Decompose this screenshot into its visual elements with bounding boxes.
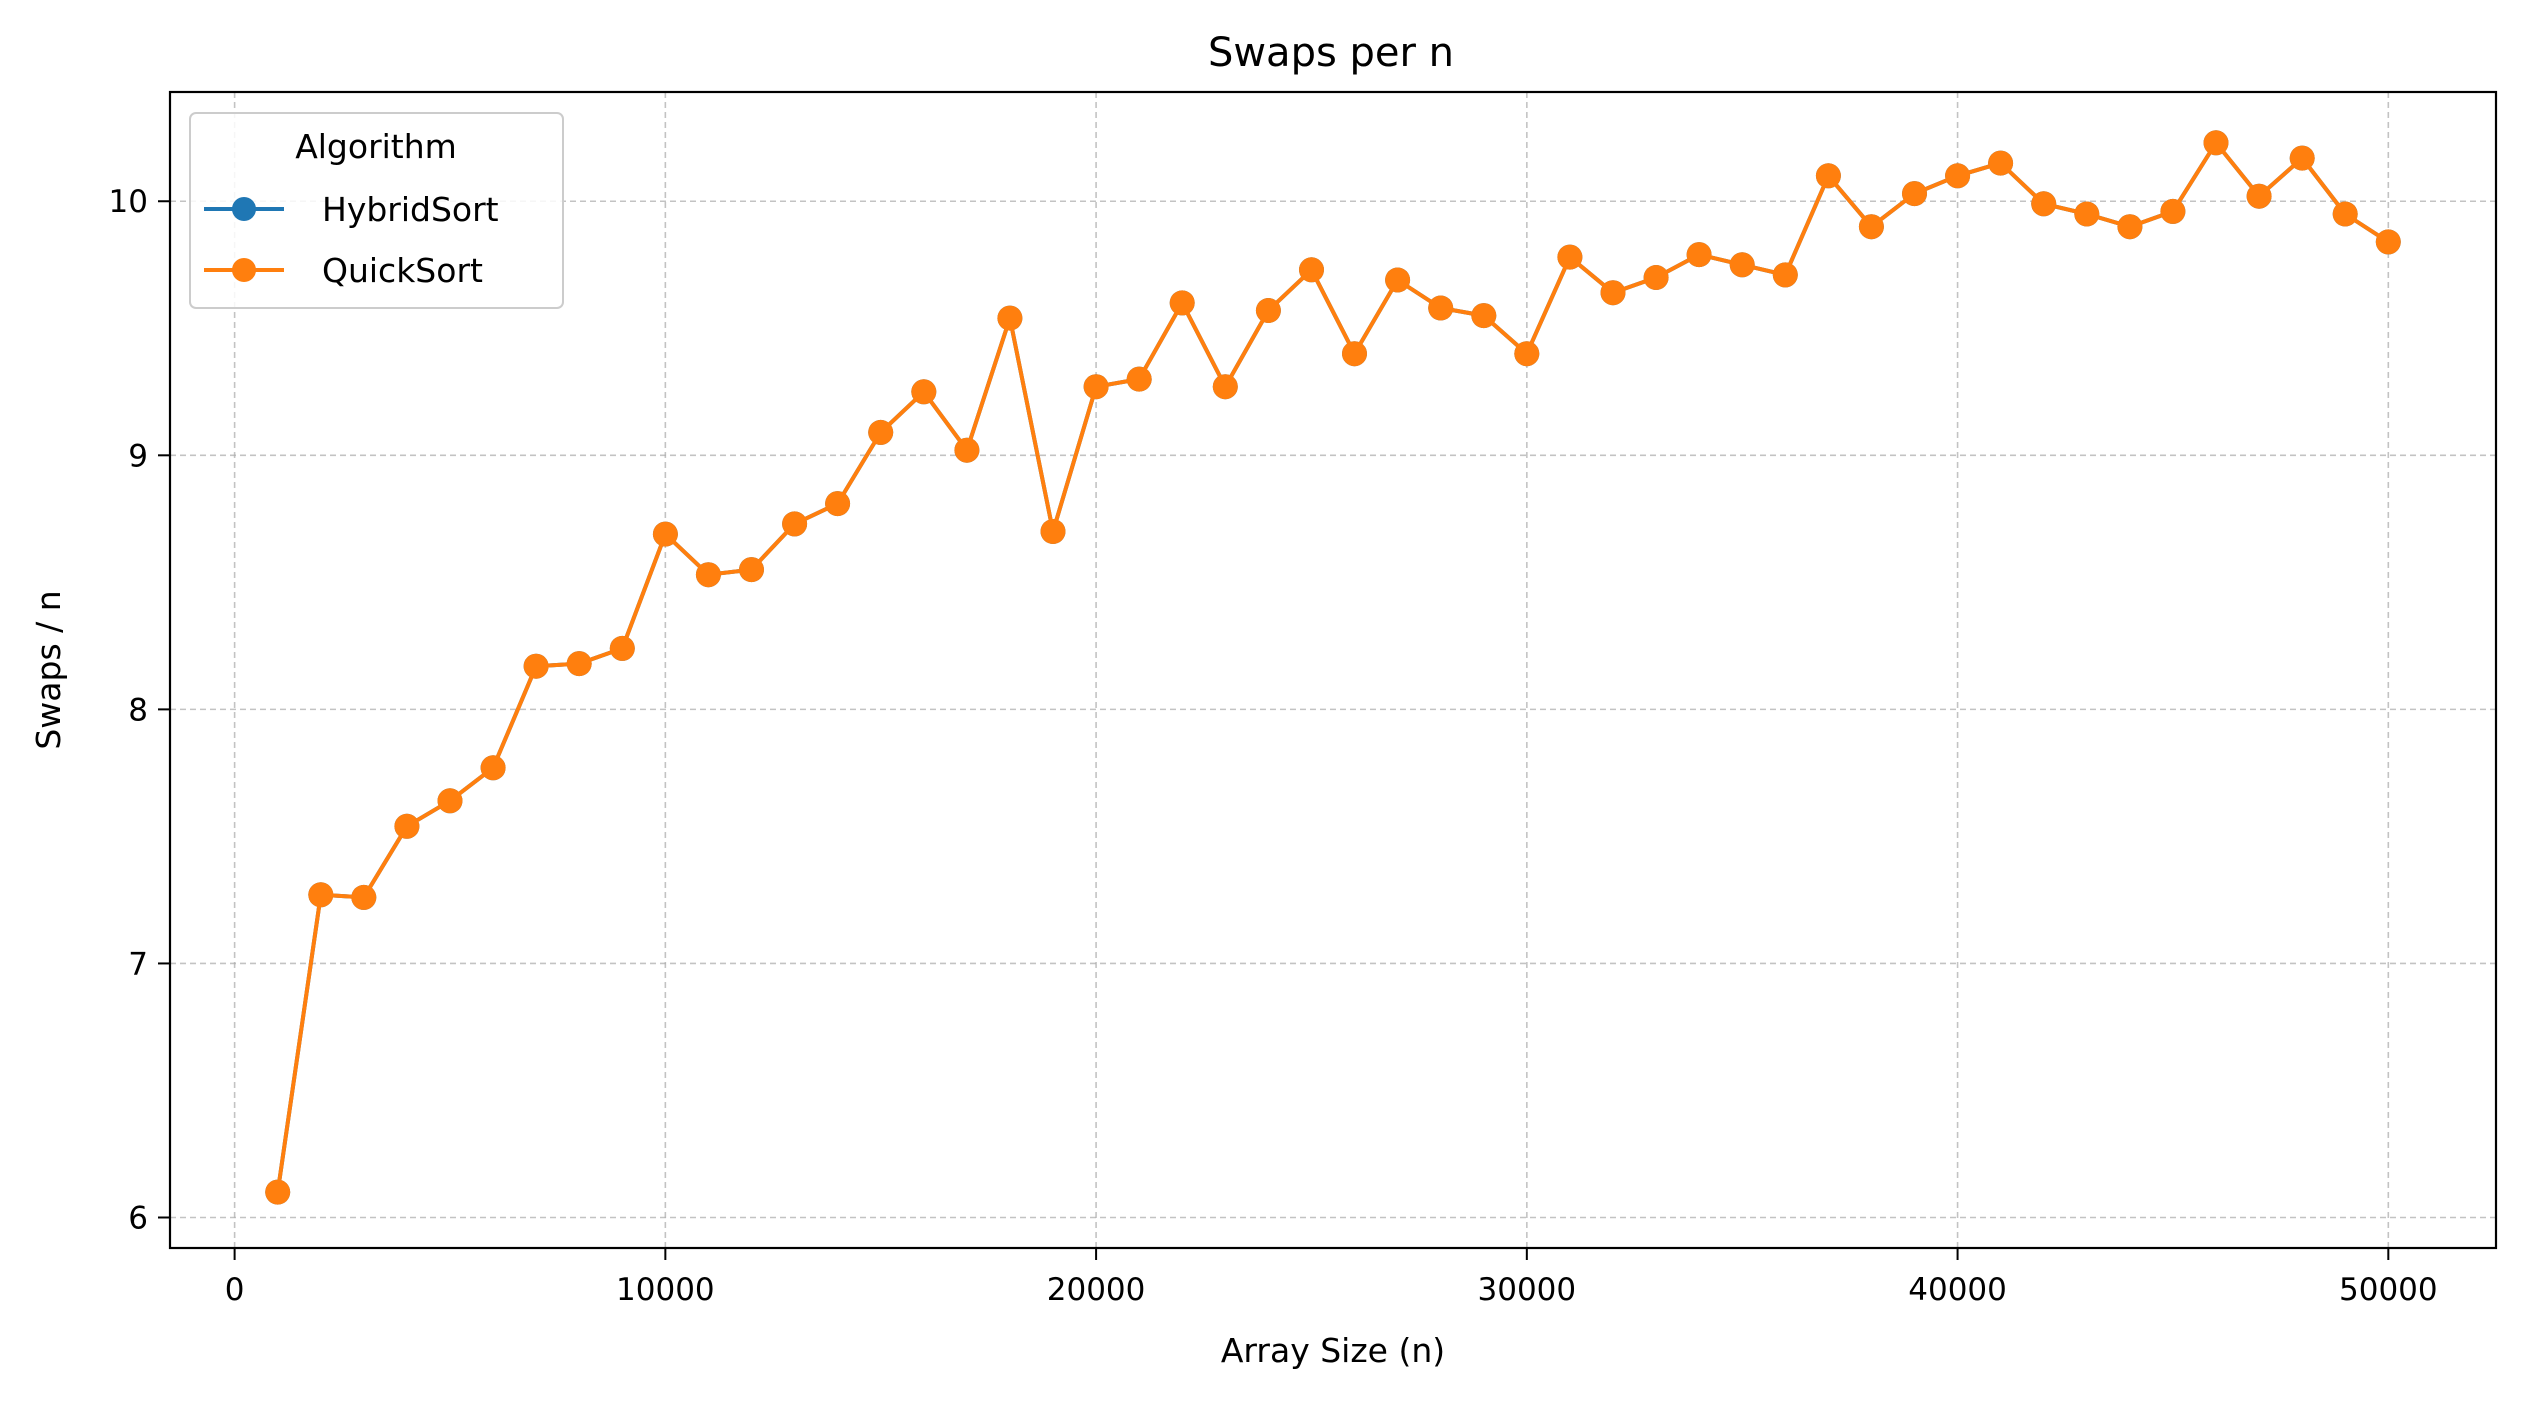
data-point-quicksort <box>911 379 937 405</box>
data-point-quicksort <box>695 562 721 588</box>
data-point-quicksort <box>566 651 592 677</box>
data-point-quicksort <box>2031 191 2057 217</box>
x-tick-label: 30000 <box>1478 1272 1577 1308</box>
data-point-quicksort <box>609 635 635 661</box>
legend-label-quicksort: QuickSort <box>322 251 483 290</box>
x-tick-label: 40000 <box>1908 1272 2007 1308</box>
data-point-quicksort <box>480 755 506 781</box>
legend-marker-hybridsort <box>232 197 256 221</box>
data-point-quicksort <box>2160 198 2186 224</box>
data-point-quicksort <box>1471 303 1497 329</box>
data-point-quicksort <box>1299 257 1324 283</box>
plot-frame <box>168 90 2498 1250</box>
data-point-quicksort <box>868 419 894 445</box>
data-point-quicksort <box>1643 265 1669 290</box>
data-point-quicksort <box>1945 163 1971 189</box>
data-point-quicksort <box>2074 201 2100 227</box>
data-point-quicksort <box>2203 130 2229 156</box>
data-point-quicksort <box>997 305 1023 331</box>
y-tick-label: 8 <box>128 692 148 728</box>
data-point-quicksort <box>1385 267 1411 293</box>
x-tick-label: 10000 <box>616 1272 715 1308</box>
data-point-quicksort <box>2117 214 2143 240</box>
x-tick-label: 50000 <box>2339 1272 2438 1308</box>
y-tick-label: 10 <box>109 184 148 220</box>
data-point-quicksort <box>1988 150 2014 176</box>
data-point-quicksort <box>1255 298 1281 323</box>
data-point-quicksort <box>1514 341 1540 367</box>
data-point-quicksort <box>1902 181 1927 207</box>
data-point-quicksort <box>2332 201 2358 227</box>
x-tick-label: 0 <box>225 1272 245 1308</box>
data-point-quicksort <box>1557 244 1583 270</box>
x-tick-label: 20000 <box>1047 1272 1146 1308</box>
legend: Algorithm HybridSort QuickSort <box>189 112 564 309</box>
data-point-quicksort <box>1040 519 1066 544</box>
chart-title: Swaps per n <box>1208 30 1454 76</box>
series-layer <box>265 130 2401 1205</box>
data-point-quicksort <box>394 813 420 839</box>
data-point-quicksort <box>1858 214 1884 240</box>
legend-box <box>189 112 564 309</box>
data-point-quicksort <box>1212 374 1238 400</box>
data-point-quicksort <box>265 1179 291 1205</box>
data-point-quicksort <box>351 884 377 910</box>
data-point-quicksort <box>2289 145 2315 171</box>
data-point-quicksort <box>2375 229 2401 255</box>
data-point-quicksort <box>1428 295 1454 321</box>
data-point-quicksort <box>1083 374 1109 400</box>
data-point-quicksort <box>2246 183 2272 209</box>
data-point-quicksort <box>652 521 678 547</box>
data-point-quicksort <box>782 511 808 537</box>
legend-title: Algorithm <box>295 127 457 166</box>
data-point-quicksort <box>1600 280 1626 306</box>
data-point-quicksort <box>739 557 764 583</box>
legend-label-hybridsort: HybridSort <box>322 190 499 229</box>
x-axis-label: Array Size (n) <box>1221 1331 1445 1370</box>
y-axis: 6 7 8 9 10 <box>109 184 170 1237</box>
x-axis: 0 10000 20000 30000 40000 50000 <box>225 1248 2438 1308</box>
legend-marker-quicksort <box>232 258 256 282</box>
data-point-quicksort <box>308 882 334 908</box>
y-tick-label: 9 <box>128 438 148 474</box>
data-point-quicksort <box>1686 242 1712 268</box>
data-point-quicksort <box>1342 341 1367 367</box>
y-tick-label: 6 <box>128 1201 148 1237</box>
data-point-quicksort <box>1772 262 1798 288</box>
data-point-quicksort <box>1815 163 1841 189</box>
series-quicksort <box>265 130 2401 1205</box>
data-point-quicksort <box>825 491 851 517</box>
data-point-quicksort <box>1729 252 1755 278</box>
y-tick-label: 7 <box>128 946 148 982</box>
y-axis-label: Swaps / n <box>29 590 68 749</box>
data-point-quicksort <box>1126 366 1152 392</box>
data-point-quicksort <box>523 653 549 679</box>
data-point-quicksort <box>954 437 980 463</box>
data-point-quicksort <box>1169 290 1195 316</box>
data-point-quicksort <box>437 788 463 814</box>
